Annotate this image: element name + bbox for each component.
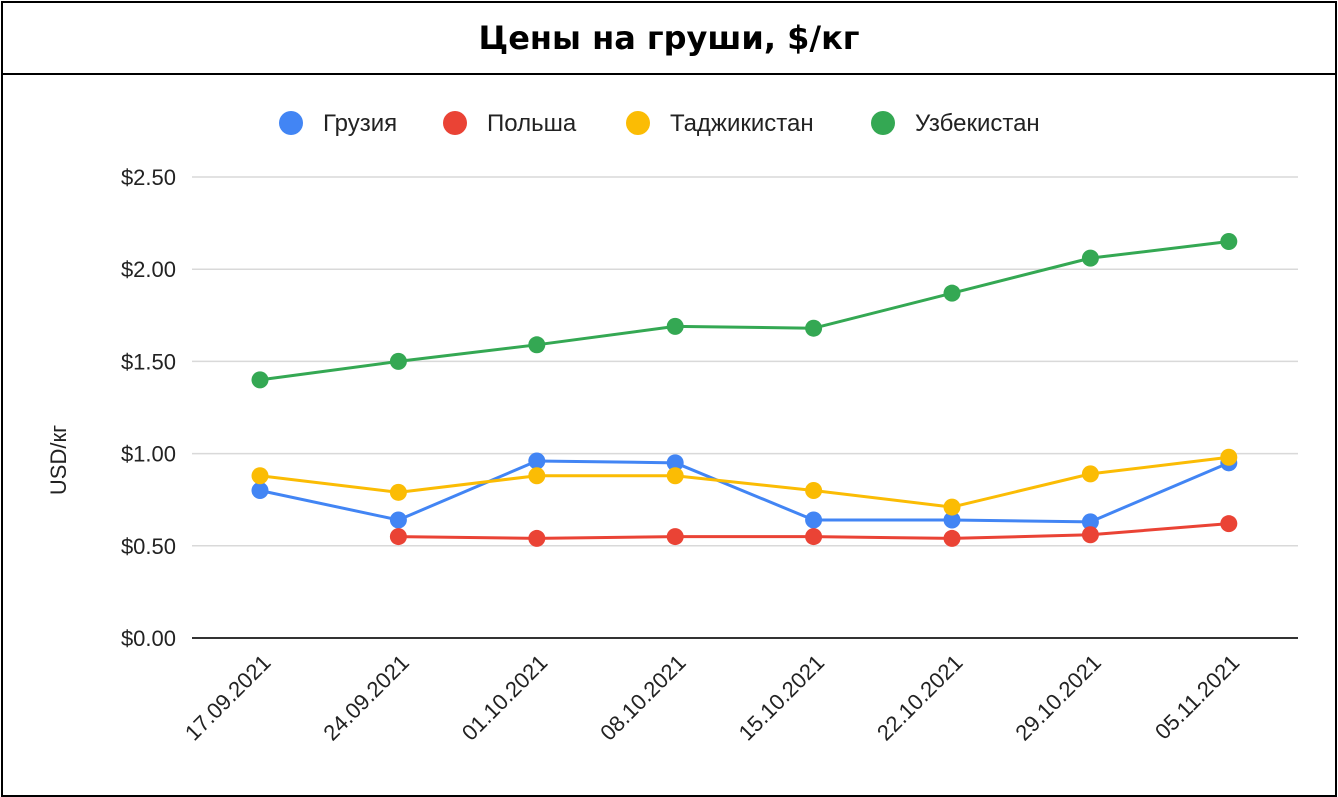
legend-label: Грузия [323, 110, 397, 137]
series-line [259, 240, 1229, 382]
legend-label: Польша [487, 110, 577, 137]
data-point [528, 336, 546, 354]
data-point [943, 284, 961, 302]
data-point [1220, 515, 1238, 533]
data-point [805, 511, 823, 529]
data-point [251, 481, 269, 499]
y-tick-label: $0.00 [121, 626, 176, 651]
data-point [1081, 249, 1099, 267]
data-point [805, 481, 823, 499]
data-point [528, 467, 546, 485]
legend-marker [871, 111, 895, 135]
data-point [1220, 448, 1238, 466]
data-point [251, 371, 269, 389]
x-tick-label: 24.09.2021 [318, 650, 414, 746]
data-point [1081, 513, 1099, 531]
chart-title: Цены на груши, $/кг [478, 19, 860, 57]
data-point [1081, 465, 1099, 483]
data-point [805, 319, 823, 337]
x-tick-label: 05.11.2021 [1150, 650, 1244, 744]
x-tick-label: 17.09.2021 [180, 650, 276, 746]
x-tick-label: 01.10.2021 [457, 650, 553, 746]
gridlines [192, 176, 1298, 639]
legend-marker [626, 111, 650, 135]
data-point [1220, 233, 1238, 251]
x-tick-label: 22.10.2021 [872, 650, 968, 746]
chart-title-bar: Цены на груши, $/кг [3, 3, 1335, 75]
x-tick-label: 29.10.2021 [1010, 650, 1106, 746]
data-point [1081, 526, 1099, 544]
x-tick-label: 15.10.2021 [734, 650, 830, 746]
data-point [389, 352, 407, 370]
data-point [943, 529, 961, 547]
data-point [251, 467, 269, 485]
x-tick-label: 08.10.2021 [595, 650, 691, 746]
legend-marker [443, 111, 467, 135]
y-tick-label: $2.50 [121, 165, 176, 190]
y-tick-label: $1.00 [121, 442, 176, 467]
data-point [389, 511, 407, 529]
y-axis-ticks: $0.00 $0.50 $1.00 $1.50 $2.00 $2.50 [121, 165, 176, 651]
legend-marker [279, 111, 303, 135]
data-point [389, 483, 407, 501]
data-point [666, 467, 684, 485]
data-point [528, 529, 546, 547]
data-point [389, 528, 407, 546]
data-point [943, 498, 961, 516]
y-tick-label: $2.00 [121, 257, 176, 282]
y-tick-label: $0.50 [121, 534, 176, 559]
y-tick-label: $1.50 [121, 349, 176, 374]
y-axis-title: USD/кг [46, 425, 71, 495]
data-point [666, 454, 684, 472]
series-line [259, 459, 1230, 524]
data-point [528, 452, 546, 470]
series-line [259, 455, 1229, 509]
data-point [805, 528, 823, 546]
series-points [251, 233, 1238, 547]
data-point [666, 528, 684, 546]
legend-label: Узбекистан [915, 110, 1040, 137]
data-point [666, 317, 684, 335]
legend-label: Таджикистан [670, 110, 814, 137]
data-point [943, 511, 961, 529]
legend: Грузия Польша Таджикистан Узбекистан [279, 110, 1040, 137]
x-axis-ticks: 17.09.2021 24.09.2021 01.10.2021 08.10.2021… [180, 650, 1244, 746]
